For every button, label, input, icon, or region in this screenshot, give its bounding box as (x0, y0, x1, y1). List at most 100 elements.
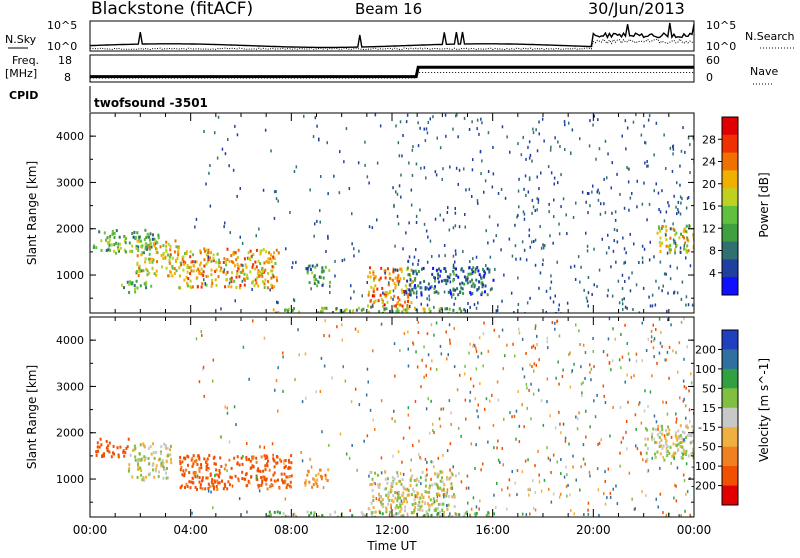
noise-cell (641, 490, 643, 494)
echo-cell (651, 435, 653, 439)
freq-label: Freq. (12, 54, 39, 67)
noise-cell (587, 211, 589, 215)
nsky-tick-top-right: 10^5 (706, 19, 736, 32)
echo-cell (651, 437, 653, 441)
noise-cell (549, 296, 552, 300)
echo-cell (288, 460, 291, 464)
noise-cell (617, 279, 620, 283)
echo-cell (324, 473, 327, 477)
echo-cell (449, 273, 452, 277)
echo-cell (404, 308, 407, 312)
noise-cell (202, 367, 204, 371)
noise-cell (402, 134, 404, 137)
echo-cell (188, 471, 191, 474)
noise-cell (380, 471, 383, 475)
echo-cell (440, 307, 443, 311)
echo-cell (684, 452, 687, 456)
noise-cell (646, 160, 648, 163)
x-tick-label: 16:00 (475, 523, 510, 537)
echo-cell (685, 248, 688, 252)
colorbar-swatch (722, 349, 738, 370)
echo-cell (245, 458, 248, 461)
echo-cell (185, 482, 188, 486)
noise-cell (623, 297, 625, 301)
noise-cell (481, 159, 483, 163)
noise-cell (689, 477, 691, 480)
noise-cell (318, 138, 320, 142)
echo-cell (406, 292, 409, 296)
noise-cell (687, 303, 690, 307)
noise-cell (657, 505, 659, 509)
echo-cell (275, 276, 278, 280)
echo-cell (468, 266, 471, 270)
echo-cell (404, 497, 407, 501)
noise-cell (642, 286, 645, 290)
echo-cell (263, 286, 266, 289)
echo-cell (106, 448, 109, 452)
noise-cell (517, 390, 519, 394)
noise-cell (259, 445, 261, 449)
noise-cell (239, 235, 241, 239)
echo-cell (395, 512, 398, 516)
echo-cell (255, 456, 258, 460)
echo-cell (194, 475, 197, 479)
noise-cell (492, 146, 494, 149)
noise-cell (624, 305, 627, 309)
echo-cell (321, 310, 324, 313)
echo-cell (98, 445, 101, 449)
noise-cell (580, 382, 583, 386)
noise-cell (236, 194, 238, 198)
noise-cell (316, 124, 318, 128)
noise-cell (667, 291, 669, 295)
noise-cell (601, 237, 603, 241)
noise-cell (518, 205, 520, 209)
echo-cell (485, 513, 488, 517)
noise-cell (648, 202, 651, 206)
echo-cell (243, 272, 246, 276)
noise-cell (449, 338, 451, 342)
echo-cell (150, 452, 153, 456)
echo-cell (324, 477, 327, 481)
noise-cell (482, 364, 484, 368)
noise-cell (666, 251, 669, 255)
echo-cell (246, 276, 249, 280)
echo-cell (226, 247, 229, 251)
noise-cell (356, 468, 358, 472)
echo-cell (392, 270, 395, 274)
noise-cell (443, 492, 445, 496)
noise-cell (540, 399, 543, 403)
echo-cell (263, 261, 266, 265)
echo-cell (370, 511, 373, 515)
echo-cell (445, 477, 448, 481)
echo-cell (321, 266, 324, 270)
noise-cell (339, 150, 341, 154)
echo-cell (378, 310, 381, 313)
noise-cell (258, 227, 260, 231)
echo-cell (688, 434, 691, 437)
echo-cell (674, 248, 676, 252)
echo-cell (413, 278, 416, 282)
echo-cell (384, 470, 387, 474)
noise-cell (553, 215, 555, 219)
echo-cell (200, 267, 203, 271)
echo-cell (123, 454, 126, 458)
echo-cell (372, 287, 375, 291)
noise-cell (483, 321, 485, 325)
echo-cell (665, 238, 668, 242)
echo-cell (437, 492, 440, 496)
echo-cell (181, 473, 184, 477)
noise-cell (485, 397, 488, 401)
echo-cell (278, 486, 281, 490)
echo-cell (384, 276, 387, 280)
noise-cell (487, 131, 490, 135)
noise-cell (399, 120, 402, 124)
noise-cell (207, 469, 209, 472)
echo-cell (101, 454, 104, 458)
echo-cell (147, 243, 150, 247)
noise-cell (600, 438, 602, 442)
echo-cell (182, 255, 185, 259)
noise-cell (297, 328, 299, 332)
x-tick-label: 04:00 (173, 523, 208, 537)
echo-cell (171, 256, 174, 260)
echo-cell (197, 267, 200, 271)
